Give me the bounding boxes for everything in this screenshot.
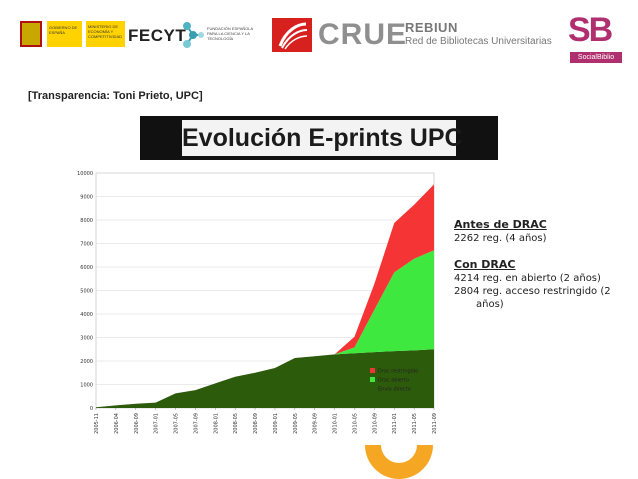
socialbiblio-tag: SocialBiblio bbox=[570, 52, 622, 63]
source-caption: [Transparencia: Toni Prieto, UPC] bbox=[28, 90, 203, 102]
x-tick-label: 2009-05 bbox=[293, 413, 299, 434]
fecyt-name: FECYT bbox=[128, 26, 187, 45]
y-tick-label: 5000 bbox=[80, 289, 93, 295]
y-tick-label: 9000 bbox=[80, 195, 93, 201]
logo-header: GOBIERNO DE ESPAÑA MINISTERIO DE ECONOMÍ… bbox=[0, 0, 638, 70]
socialbiblio-logo: SB SocialBiblio bbox=[566, 10, 626, 66]
y-tick-label: 1000 bbox=[80, 383, 93, 389]
with-drac-restricted: 2804 reg. acceso restringido (2 bbox=[454, 286, 611, 297]
x-tick-label: 2009-09 bbox=[313, 413, 319, 434]
x-tick-label: 2008-05 bbox=[233, 413, 239, 434]
y-tick-label: 0 bbox=[90, 406, 93, 412]
x-tick-label: 2007-05 bbox=[174, 413, 180, 434]
legend-label: Drac abierto bbox=[378, 378, 409, 384]
with-drac-heading: Con DRAC bbox=[454, 258, 516, 271]
x-tick-label: 2007-09 bbox=[193, 413, 199, 434]
x-tick-label: 2006-04 bbox=[114, 413, 120, 434]
y-tick-label: 8000 bbox=[80, 218, 93, 224]
gobierno-espana-logo: GOBIERNO DE ESPAÑA MINISTERIO DE ECONOMÍ… bbox=[20, 18, 125, 50]
eprints-stacked-area-chart: 0 1000 2000 3000 4000 5000 6000 7000 8000 9000 100… bbox=[62, 163, 456, 453]
gov-text-2: MINISTERIO DE ECONOMÍA Y COMPETITIVIDAD bbox=[88, 24, 123, 39]
rebiun-title: REBIUN bbox=[405, 20, 458, 35]
legend-swatch bbox=[370, 377, 375, 382]
y-tick-label: 7000 bbox=[80, 242, 93, 248]
crue-emblem-icon bbox=[272, 18, 312, 52]
legend-label: Envío directo bbox=[378, 386, 411, 393]
x-tick-label: 2007-01 bbox=[154, 413, 160, 434]
legend-swatch bbox=[370, 386, 375, 391]
x-tick-label: 2011-01 bbox=[392, 413, 398, 434]
x-tick-label: 2006-09 bbox=[134, 413, 140, 434]
legend-swatch bbox=[370, 368, 375, 373]
x-tick-label: 2010-01 bbox=[333, 413, 339, 434]
legend-label: Drac restringido bbox=[378, 369, 418, 375]
x-tick-label: 2008-09 bbox=[253, 413, 259, 434]
x-tick-label: 2008-01 bbox=[213, 413, 219, 434]
before-drac-heading: Antes de DRAC bbox=[454, 218, 547, 231]
x-tick-label: 2011-09 bbox=[432, 413, 438, 434]
before-drac-value: 2262 reg. (4 años) bbox=[454, 233, 547, 244]
x-tick-label: 2010-09 bbox=[372, 413, 378, 434]
x-tick-label: 2011-05 bbox=[412, 413, 418, 434]
y-tick-label: 6000 bbox=[80, 265, 93, 271]
rebiun-subtitle: Red de Bibliotecas Universitarias bbox=[405, 36, 552, 47]
y-tick-label: 4000 bbox=[80, 312, 93, 318]
molecule-icon bbox=[183, 22, 204, 48]
area-series-1 bbox=[96, 349, 434, 408]
chart-annotations: Antes de DRAC 2262 reg. (4 años) Con DRA… bbox=[454, 218, 634, 311]
slide-title: Evolución E-prints UPC bbox=[182, 120, 463, 156]
y-tick-label: 10000 bbox=[77, 171, 93, 177]
x-tick-label: 2009-01 bbox=[273, 413, 279, 434]
fecyt-logo: FECYT FUNDACIÓN ESPAÑOLA PARA LA CIENCIA… bbox=[128, 16, 258, 52]
rebiun-logo: REBIUN Red de Bibliotecas Universitarias bbox=[405, 20, 555, 54]
fecyt-description: FUNDACIÓN ESPAÑOLA PARA LA CIENCIA Y LA … bbox=[207, 26, 253, 41]
crue-text: CRUE bbox=[318, 18, 408, 51]
with-drac-open: 4214 reg. en abierto (2 años) bbox=[454, 273, 601, 284]
x-tick-label: 2010-05 bbox=[352, 413, 358, 434]
y-tick-label: 2000 bbox=[80, 359, 93, 365]
spain-crest-icon bbox=[20, 21, 42, 47]
y-tick-label: 3000 bbox=[80, 336, 93, 342]
with-drac-restricted-cont: años) bbox=[476, 299, 504, 310]
sb-letters: SB bbox=[568, 11, 613, 49]
gov-text-1: GOBIERNO DE ESPAÑA bbox=[49, 25, 78, 35]
area-series-2 bbox=[96, 250, 434, 408]
x-tick-label: 2005-11 bbox=[94, 413, 100, 434]
slide-title-bar: Evolución E-prints UPC bbox=[140, 116, 498, 160]
decorative-orange-circle bbox=[365, 445, 433, 479]
